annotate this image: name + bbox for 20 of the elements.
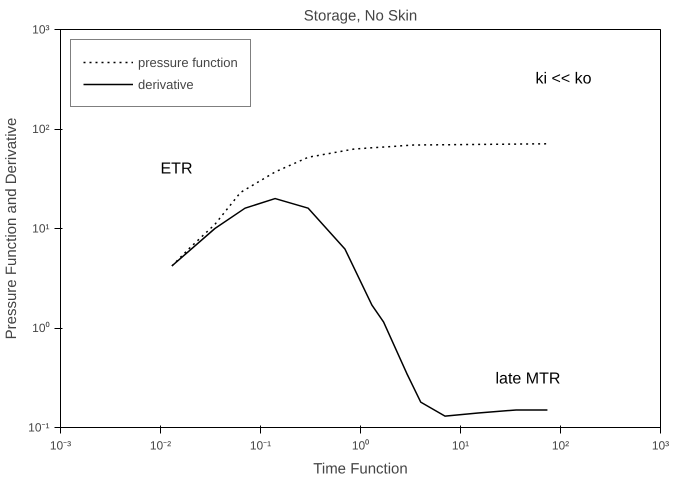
annotation: ki << ko — [536, 70, 592, 88]
annotation: ETR — [160, 160, 192, 178]
chart-title: Storage, No Skin — [304, 8, 418, 24]
y-tick-label: 10² — [32, 122, 50, 136]
x-tick-label: 10⁻³ — [50, 438, 72, 452]
x-tick-label: 10⁻¹ — [250, 438, 272, 452]
legend-label: derivative — [138, 76, 194, 92]
x-tick-label: 10³ — [652, 438, 670, 452]
y-tick-label: 10⁻¹ — [28, 420, 50, 434]
y-tick-label: 10⁰ — [32, 321, 50, 335]
y-tick-label: 10³ — [32, 22, 50, 36]
x-tick-label: 10² — [552, 438, 570, 452]
x-tick-label: 10¹ — [452, 438, 470, 452]
x-tick-label: 10⁰ — [352, 438, 370, 452]
legend-label: pressure function — [138, 54, 238, 70]
y-axis-title: Pressure Function and Derivative — [3, 118, 20, 340]
x-axis-title: Time Function — [313, 460, 408, 478]
x-tick-label: 10⁻² — [150, 438, 172, 452]
annotation: late MTR — [496, 370, 560, 388]
y-tick-label: 10¹ — [32, 222, 50, 236]
